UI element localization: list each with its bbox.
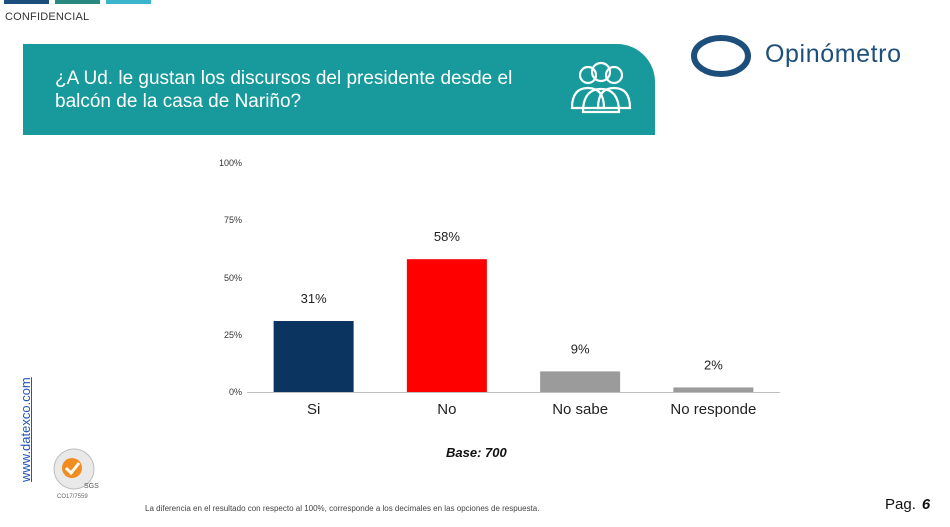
category-label: No sabe bbox=[552, 401, 608, 418]
category-label: No responde bbox=[670, 401, 756, 418]
bar bbox=[406, 259, 487, 392]
page-label: Pag. bbox=[885, 496, 916, 513]
y-tick-label: 100% bbox=[218, 158, 242, 168]
question-text: ¿A Ud. le gustan los discursos del presi… bbox=[55, 68, 513, 112]
footnote: La diferencia en el resultado con respec… bbox=[145, 504, 540, 513]
base-sample-label: Base: 700 bbox=[446, 445, 507, 460]
accent-bar-cyan bbox=[106, 0, 151, 4]
bar bbox=[540, 371, 621, 392]
sgs-seal-icon: SGS bbox=[53, 448, 99, 490]
category-label: Si bbox=[307, 401, 320, 418]
data-label: 31% bbox=[301, 291, 327, 306]
y-tick-label: 50% bbox=[223, 273, 242, 283]
certificate-code: CO17/7559 bbox=[57, 494, 88, 500]
bar bbox=[673, 387, 754, 392]
y-tick-label: 75% bbox=[223, 215, 242, 225]
seal-label: SGS bbox=[84, 483, 99, 490]
brand-name: Opinómetro bbox=[765, 40, 902, 68]
bar bbox=[273, 321, 354, 392]
accent-bar-navy bbox=[4, 0, 49, 4]
top-accent-bar bbox=[4, 0, 151, 4]
page-number: 6 bbox=[921, 496, 931, 513]
people-group-icon bbox=[570, 61, 632, 114]
question-banner bbox=[23, 44, 655, 135]
category-label: No bbox=[437, 401, 456, 418]
confidential-label: CONFIDENCIAL bbox=[5, 11, 90, 23]
brand-logo-icon bbox=[691, 35, 751, 77]
website-link[interactable]: www.datexco.com bbox=[18, 377, 33, 482]
y-tick-label: 25% bbox=[223, 330, 242, 340]
accent-bar-teal bbox=[55, 0, 100, 4]
page-indicator: Pag. 6 bbox=[885, 496, 930, 513]
data-label: 9% bbox=[571, 341, 590, 356]
data-label: 58% bbox=[434, 229, 460, 244]
data-label: 2% bbox=[704, 357, 723, 372]
y-tick-label: 0% bbox=[228, 387, 242, 397]
